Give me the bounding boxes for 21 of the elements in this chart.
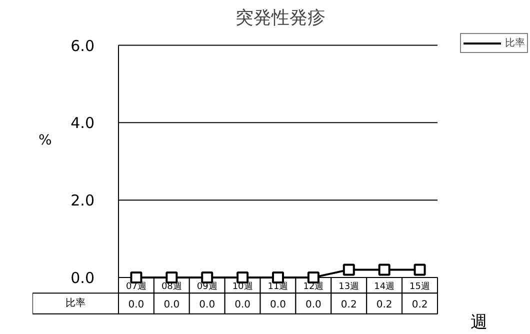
- text: 比率: [66, 298, 86, 310]
- y-tick-label: 4.0: [70, 114, 95, 132]
- data-label: 0.0: [164, 300, 180, 311]
- chart-title: 突発性発疹: [236, 8, 326, 28]
- x-tick-label: 13週: [338, 281, 360, 292]
- data-label: 0.0: [305, 300, 322, 311]
- data-label: 0.0: [128, 300, 144, 311]
- legend-label: 比率: [505, 36, 525, 50]
- data-label: 0.2: [376, 300, 392, 311]
- data-label: 0.0: [270, 300, 286, 311]
- x-tick-label: 15週: [410, 281, 430, 292]
- data-label: 0.0: [199, 300, 216, 311]
- data-label: 0.2: [412, 300, 428, 311]
- y-tick-label: 0.0: [70, 268, 95, 287]
- data-label: 0.2: [340, 300, 357, 311]
- x-axis-title: 週: [470, 312, 488, 333]
- x-tick-label: 14週: [374, 281, 395, 292]
- y-tick-label: 6.0: [70, 36, 95, 55]
- data-label: 0.0: [234, 300, 251, 311]
- y-tick-label: 2.0: [70, 192, 95, 210]
- y-axis-title: %: [38, 132, 52, 149]
